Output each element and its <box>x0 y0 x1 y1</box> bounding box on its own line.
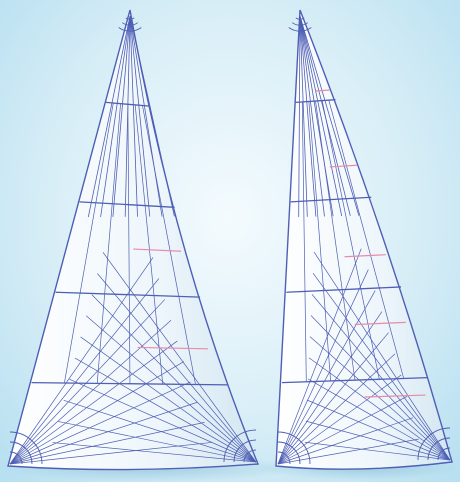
clew-radial-seam <box>52 442 257 463</box>
vertical-seam <box>308 101 331 381</box>
clew-radial-seam <box>91 294 257 463</box>
vertical-seam <box>64 102 114 384</box>
tack-reinforcement-arc <box>277 441 301 465</box>
tack-radial-seam <box>9 381 191 465</box>
head-reinforcement-arc <box>121 22 139 26</box>
tack-radial-seam <box>277 353 396 465</box>
clew-radial-seam <box>307 378 451 461</box>
head-radial-seam <box>129 15 151 217</box>
sail-right-panel-seams <box>277 15 451 465</box>
clew-reinforcement-arc <box>223 429 257 463</box>
clew-radial-seam <box>97 273 257 463</box>
horizontal-seam <box>55 291 201 298</box>
horizontal-seam <box>79 201 175 208</box>
tack-radial-seam <box>277 374 402 465</box>
clew-reinforcement-arc <box>437 447 451 461</box>
head-radial-seam <box>129 15 175 217</box>
tack-reinforcement-arc <box>9 431 43 465</box>
head-radial-seam <box>124 15 131 217</box>
head-reinforcement-arc <box>125 17 135 20</box>
tack-radial-seam <box>277 332 389 465</box>
head-radial-seam <box>299 15 317 217</box>
clew-radial-seam <box>306 399 451 461</box>
clew-radial-seam <box>85 315 257 463</box>
vertical-seam <box>301 101 307 382</box>
clew-radial-seam <box>74 357 257 463</box>
clew-reinforcement-arc <box>417 427 451 461</box>
vertical-seam <box>321 100 380 380</box>
tack-radial-seam <box>9 320 172 465</box>
tack-radial-seam <box>9 299 166 465</box>
clew-radial-seam <box>69 378 257 463</box>
head-radial-seam <box>299 15 308 217</box>
head-radial-seam <box>112 15 131 217</box>
draft-stripe <box>344 254 386 258</box>
tack-radial-seam <box>277 311 383 465</box>
sail-left-panel-seams <box>9 15 257 465</box>
sail-left <box>7 9 260 471</box>
draft-stripe <box>137 346 208 350</box>
clew-reinforcement-arc <box>233 439 257 463</box>
head-radial-seam <box>100 15 131 218</box>
tack-reinforcement-arc <box>9 441 33 465</box>
tack-radial-seam <box>277 396 408 465</box>
vertical-seam <box>142 105 196 385</box>
tack-radial-seam <box>9 361 185 465</box>
tack-radial-seam <box>277 269 369 465</box>
head-reinforcement-arc <box>295 17 305 20</box>
tack-radial-seam <box>9 442 212 465</box>
draft-stripe <box>315 89 331 92</box>
clew-radial-seam <box>310 315 451 461</box>
tack-radial-seam <box>277 290 376 465</box>
head-radial-seam <box>299 15 360 216</box>
head-reinforcement-arc <box>291 22 309 26</box>
head-radial-seam <box>129 15 163 217</box>
clew-radial-seam <box>80 336 257 463</box>
draft-stripe <box>354 321 406 326</box>
draft-stripe <box>133 248 182 252</box>
clew-radial-seam <box>311 294 451 461</box>
tack-radial-seam <box>9 340 178 465</box>
tack-reinforcement-arc <box>277 451 291 465</box>
head-radial-seam <box>299 15 325 217</box>
tack-radial-seam <box>277 438 419 465</box>
vertical-seam <box>127 104 131 384</box>
clew-radial-seam <box>304 441 451 461</box>
draft-stripe <box>364 394 426 398</box>
tack-radial-seam <box>277 417 414 465</box>
tack-reinforcement-arc <box>9 451 23 465</box>
clew-radial-seam <box>309 336 451 461</box>
clew-radial-seam <box>58 421 257 463</box>
head-radial-seam <box>298 15 301 218</box>
head-radial-seam <box>129 15 138 217</box>
vertical-seam <box>96 103 121 384</box>
tack-radial-seam <box>9 401 198 465</box>
head-radial-seam <box>87 15 131 218</box>
clew-reinforcement-arc <box>427 437 451 461</box>
horizontal-seam <box>290 196 372 203</box>
vertical-seam <box>315 100 356 381</box>
tack-radial-seam <box>9 422 205 465</box>
clew-radial-seam <box>308 357 451 461</box>
vertical-seam <box>134 104 164 385</box>
sail-right <box>275 9 453 470</box>
head-radial-seam <box>299 15 334 217</box>
vertical-seam <box>328 100 405 379</box>
tack-radial-seam <box>277 248 362 465</box>
head-reinforcement-arc <box>118 27 142 32</box>
clew-reinforcement-arc <box>243 449 257 463</box>
head-radial-seam <box>299 15 343 217</box>
head-reinforcement-arc <box>288 27 312 32</box>
tack-reinforcement-arc <box>277 431 311 465</box>
draft-stripe <box>329 164 357 168</box>
clew-radial-seam <box>305 420 451 461</box>
clew-radial-seam <box>313 251 451 461</box>
sail-left-outline <box>7 9 260 471</box>
clew-radial-seam <box>63 399 257 463</box>
horizontal-seam <box>286 286 402 293</box>
clew-radial-seam <box>102 252 257 463</box>
tack-radial-seam <box>9 278 160 465</box>
